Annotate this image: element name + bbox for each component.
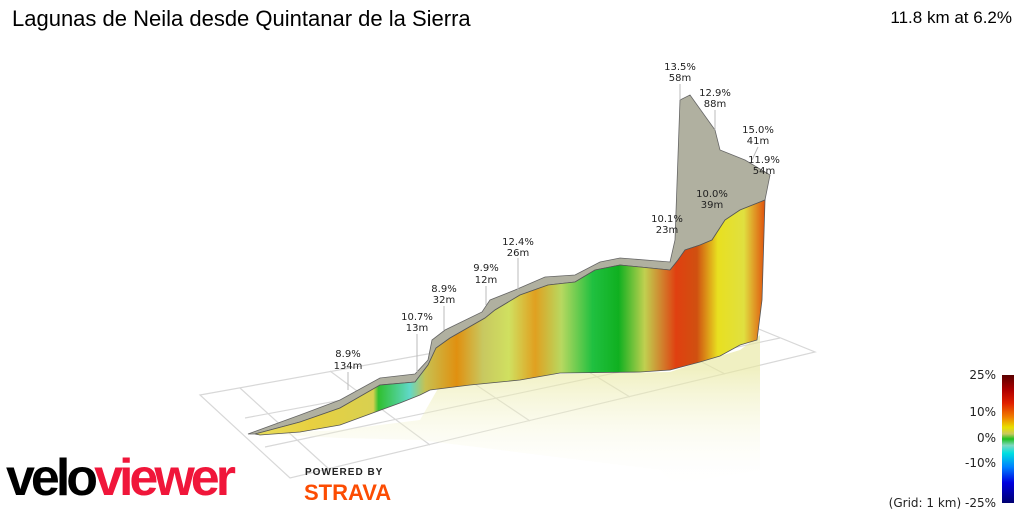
strava-logo[interactable]: STRAVA (304, 480, 392, 505)
svg-text:13m: 13m (406, 323, 428, 334)
annotations: 8.9%134m 10.7%13m 8.9%32m 9.9%12m 12.4%2… (334, 62, 780, 390)
svg-text:9.9%: 9.9% (473, 263, 498, 274)
svg-text:134m: 134m (334, 361, 363, 372)
annotation: 15.0%41m (742, 125, 774, 161)
profile-reflection (260, 335, 760, 490)
annotation: 8.9%32m (431, 284, 457, 330)
grade-color-scale (1002, 375, 1014, 503)
svg-text:54m: 54m (753, 166, 775, 177)
svg-text:88m: 88m (704, 99, 726, 110)
legend-tick: 0% (976, 431, 996, 445)
logo-velo: velo (6, 449, 98, 507)
annotation: 12.9%88m (699, 88, 731, 130)
legend-tick: -25% (964, 496, 996, 510)
legend-tick-min: (Grid: 1 km) -25% (889, 496, 996, 510)
annotation: 9.9%12m (473, 263, 499, 305)
svg-text:12.4%: 12.4% (502, 237, 534, 248)
legend-tick: 25% (969, 368, 996, 382)
powered-by-label: POWERED BY (305, 467, 384, 478)
svg-text:23m: 23m (656, 225, 678, 236)
veloviewer-logo[interactable]: veloviewer (6, 448, 236, 508)
annotation: 13.5%58m (664, 62, 696, 100)
annotation: 10.7%13m (401, 312, 433, 372)
svg-text:12.9%: 12.9% (699, 88, 731, 99)
legend-tick: -10% (964, 456, 996, 470)
annotation: 11.9%54m (748, 155, 780, 177)
svg-text:8.9%: 8.9% (431, 284, 456, 295)
svg-text:10.1%: 10.1% (651, 214, 683, 225)
svg-text:39m: 39m (701, 200, 723, 211)
svg-text:12m: 12m (475, 275, 497, 286)
annotation: 10.1%23m (651, 214, 683, 236)
profile-wall (254, 199, 766, 436)
climb-summary: 11.8 km at 6.2% (890, 8, 1012, 27)
page-title: Lagunas de Neila desde Quintanar de la S… (12, 6, 471, 31)
svg-text:13.5%: 13.5% (664, 62, 696, 73)
logo-viewer: viewer (94, 449, 236, 507)
legend-tick: 10% (969, 405, 996, 419)
annotation: 10.0%39m (696, 189, 728, 211)
svg-text:32m: 32m (433, 295, 455, 306)
svg-text:58m: 58m (669, 73, 691, 84)
svg-text:10.0%: 10.0% (696, 189, 728, 200)
svg-text:15.0%: 15.0% (742, 125, 774, 136)
grid-note: (Grid: 1 km) (888, 496, 962, 510)
svg-text:8.9%: 8.9% (335, 349, 360, 360)
svg-text:26m: 26m (507, 248, 529, 259)
svg-text:11.9%: 11.9% (748, 155, 780, 166)
svg-text:10.7%: 10.7% (401, 312, 433, 323)
annotation: 12.4%26m (502, 237, 534, 290)
annotation: 8.9%134m (334, 349, 363, 390)
svg-text:41m: 41m (747, 136, 769, 147)
